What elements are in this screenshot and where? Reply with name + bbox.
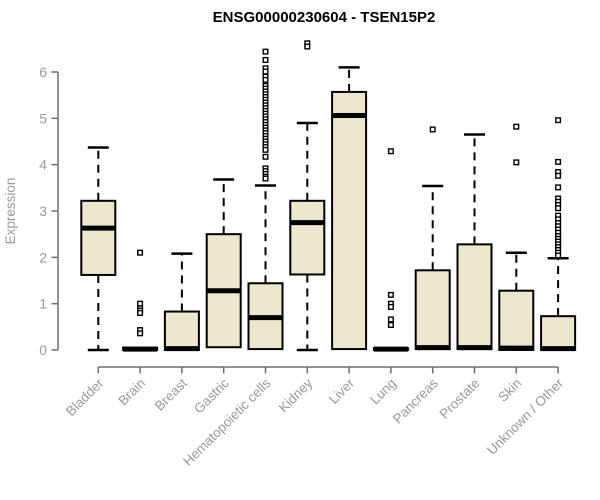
outlier-hematopoietic-cells <box>262 68 269 75</box>
outlier-brain <box>137 309 144 316</box>
outlier-lung <box>387 291 394 298</box>
outlier-lung <box>387 148 394 155</box>
axes: 0 1 2 3 4 5 6 <box>39 64 559 368</box>
box-group-lung: Lung <box>367 148 409 408</box>
outlier-unknown-other <box>555 172 562 179</box>
x-label-liver: Liver <box>326 375 358 407</box>
box-group-skin: Skin <box>495 123 535 405</box>
box-skin <box>498 289 535 351</box>
outlier-hematopoietic-cells <box>262 175 269 182</box>
outlier-pancreas <box>429 126 436 133</box>
box-breast <box>163 310 200 351</box>
outlier-skin <box>513 159 520 166</box>
box-group-pancreas: Pancreas <box>390 126 451 426</box>
outlier-lung <box>387 303 394 310</box>
x-label-prostate: Prostate <box>436 376 482 422</box>
x-label-bladder: Bladder <box>63 375 107 419</box>
x-label-pancreas: Pancreas <box>390 375 441 426</box>
box-group-brain: Brain <box>115 249 159 409</box>
outlier-brain <box>137 330 144 337</box>
outlier-unknown-other <box>555 158 562 165</box>
outlier-hematopoietic-cells <box>262 48 269 55</box>
outlier-hematopoietic-cells <box>262 146 269 153</box>
y-tick-label-3: 3 <box>39 203 47 219</box>
x-label-unknown-other: Unknown / Other <box>484 375 567 458</box>
outlier-hematopoietic-cells <box>262 153 269 160</box>
box-group-liver: Liver <box>326 66 368 407</box>
x-label-breast: Breast <box>152 375 190 413</box>
outlier-unknown-other <box>555 252 562 259</box>
y-tick-label-2: 2 <box>39 249 47 265</box>
outlier-hematopoietic-cells <box>262 76 269 83</box>
box-group-breast: Breast <box>152 252 200 414</box>
outlier-brain <box>137 300 144 307</box>
x-label-skin: Skin <box>495 376 524 405</box>
chart-title: ENSG00000230604 - TSEN15P2 <box>213 9 436 26</box>
box-prostate <box>456 243 493 351</box>
outlier-unknown-other <box>555 184 562 191</box>
outlier-lung <box>387 316 394 323</box>
outlier-unknown-other <box>555 205 562 212</box>
box-group-gastric: Gastric <box>191 178 242 416</box>
box-group-unknown-other: Unknown / Other <box>484 117 577 458</box>
box-kidney <box>289 199 326 276</box>
outlier-hematopoietic-cells <box>262 56 269 63</box>
box-bladder <box>80 199 117 276</box>
y-tick-label-6: 6 <box>39 64 47 80</box>
y-tick-label-4: 4 <box>39 157 47 173</box>
x-label-kidney: Kidney <box>276 375 316 415</box>
outlier-lung <box>387 321 394 328</box>
x-label-lung: Lung <box>367 376 399 408</box>
box-pancreas <box>414 269 451 351</box>
y-axis-label: Expression <box>3 178 18 245</box>
y-tick-label-1: 1 <box>39 296 47 312</box>
outlier-kidney <box>304 43 311 50</box>
y-tick-label-0: 0 <box>39 342 47 358</box>
x-label-brain: Brain <box>115 376 148 409</box>
box-group-kidney: Kidney <box>276 40 326 415</box>
box-unknown-other <box>540 315 577 351</box>
box-liver <box>331 90 368 351</box>
box-group-bladder: Bladder <box>63 146 117 419</box>
outlier-brain <box>137 249 144 256</box>
x-label-gastric: Gastric <box>191 375 232 416</box>
y-tick-label-5: 5 <box>39 110 47 126</box>
outlier-unknown-other <box>555 117 562 124</box>
outlier-skin <box>513 123 520 130</box>
